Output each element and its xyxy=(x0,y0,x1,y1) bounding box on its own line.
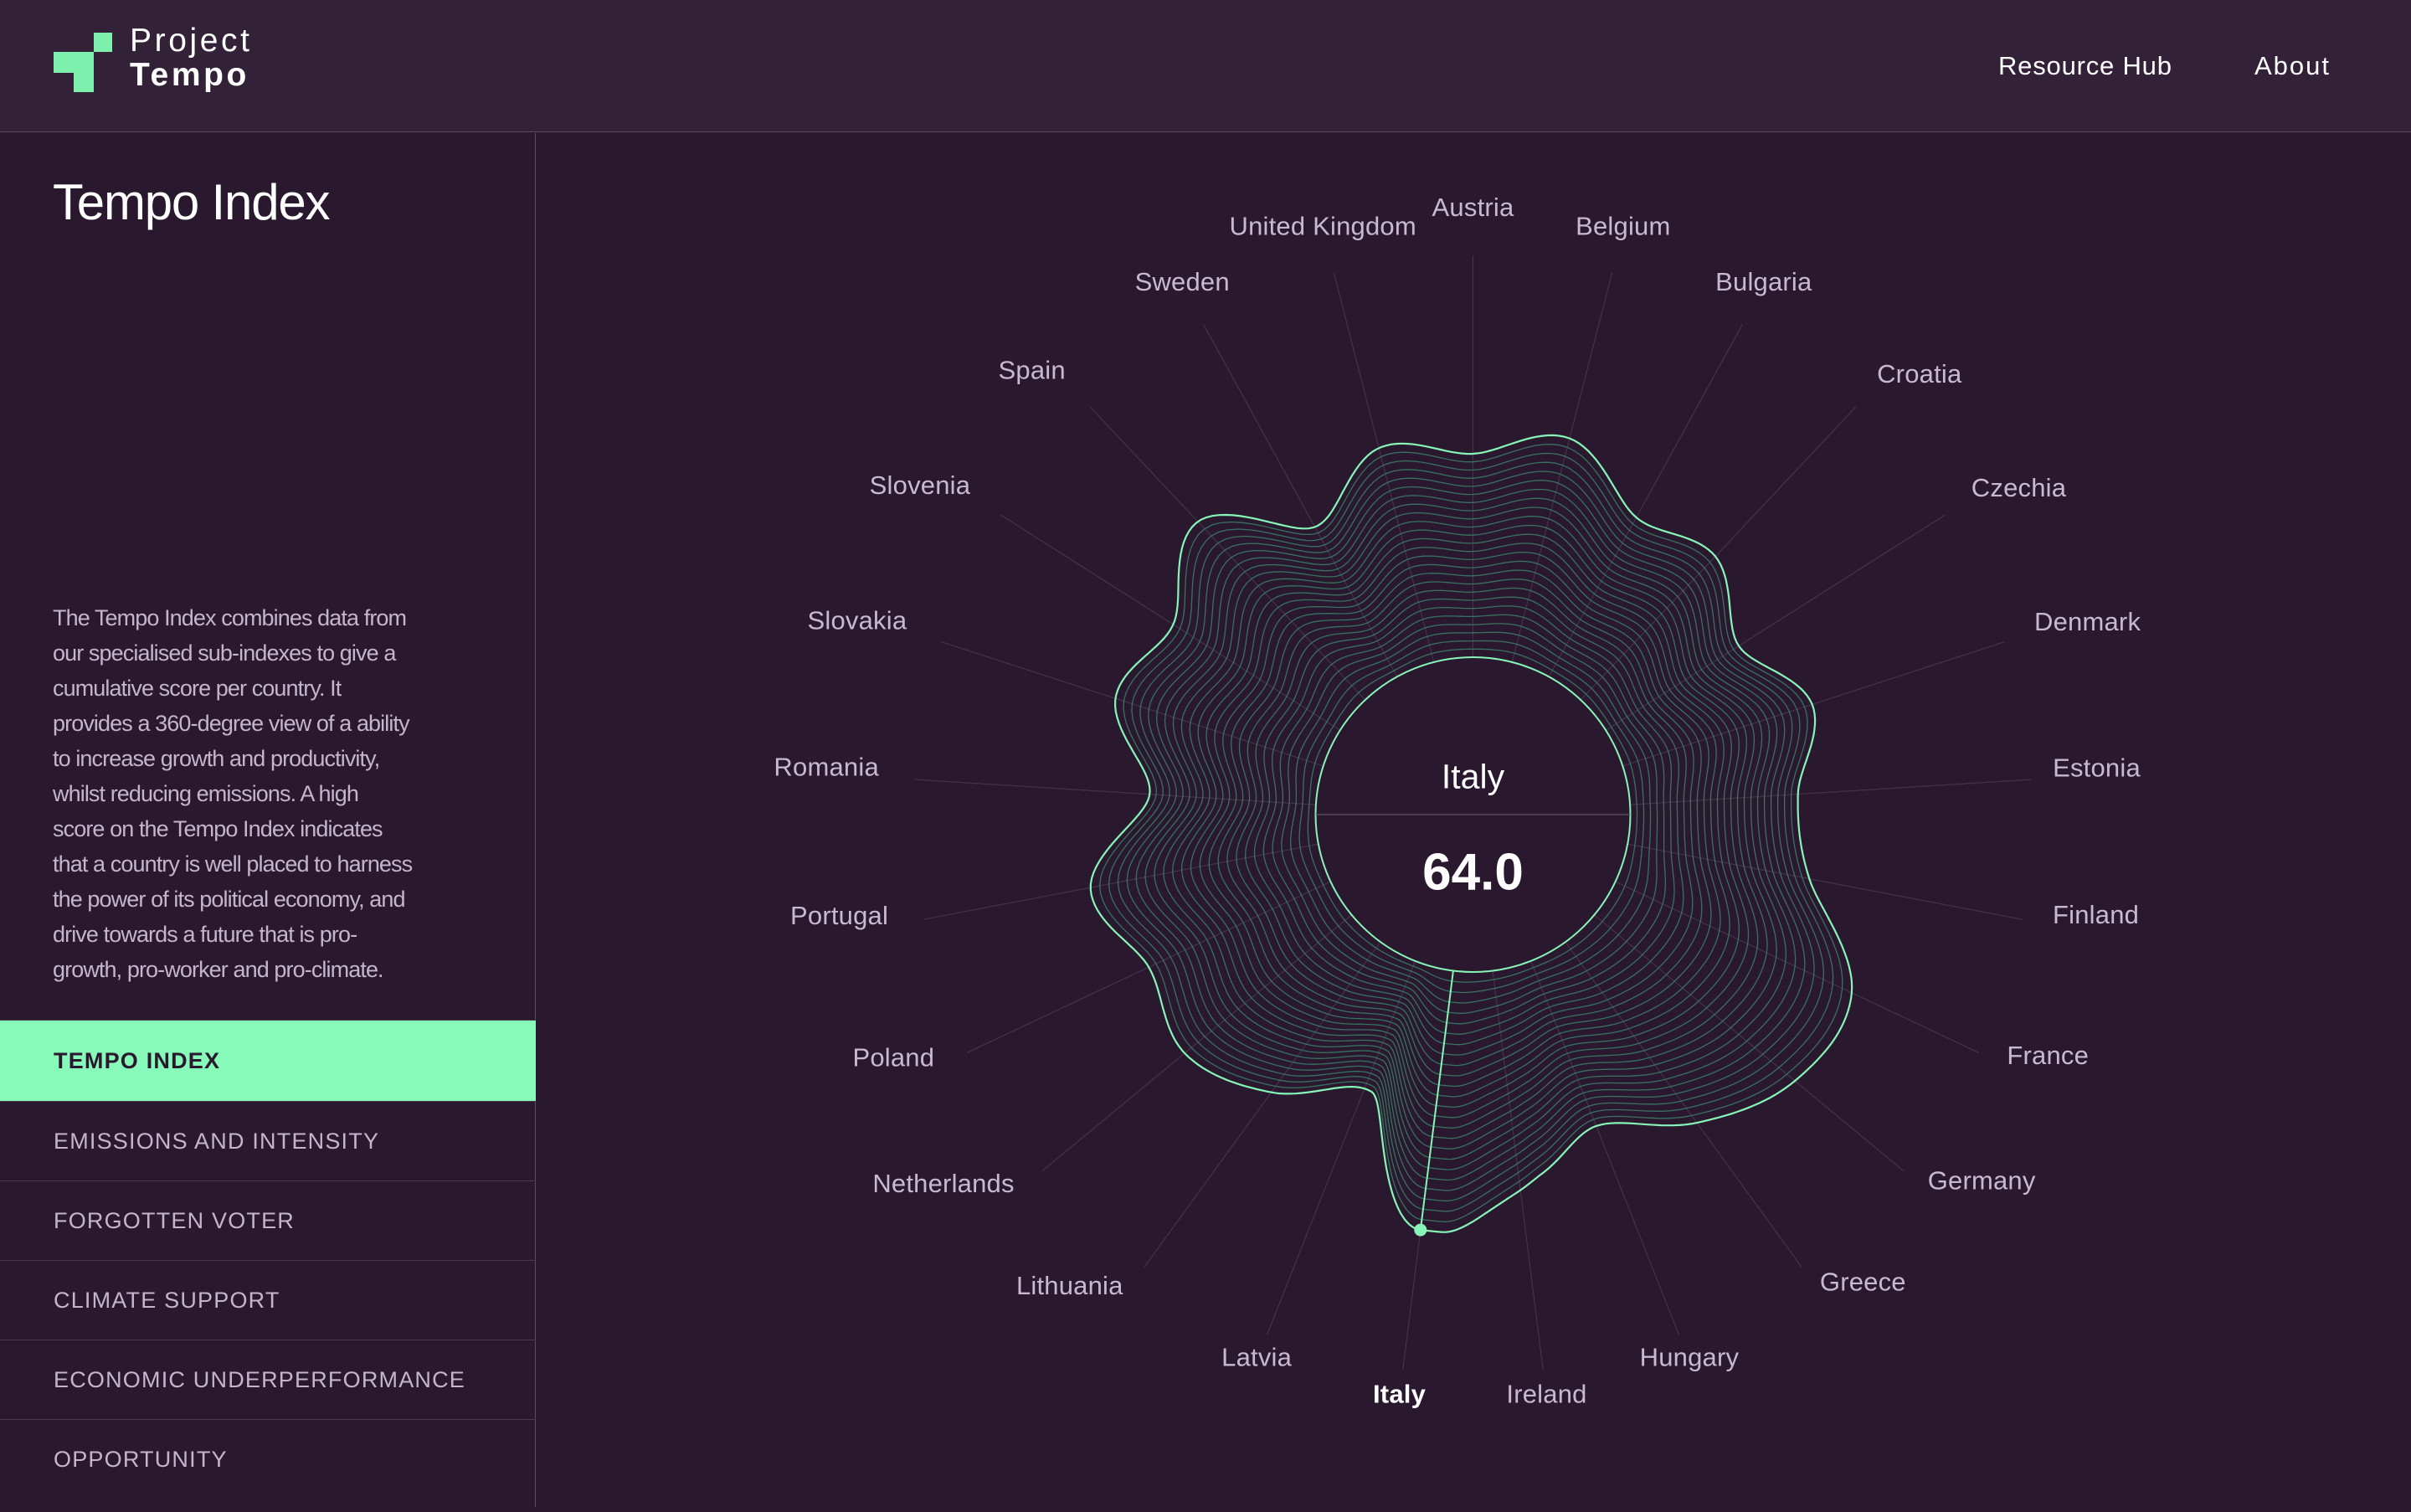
svg-text:Ireland: Ireland xyxy=(1506,1380,1586,1409)
svg-text:Netherlands: Netherlands xyxy=(872,1169,1014,1198)
svg-text:Denmark: Denmark xyxy=(2034,607,2141,636)
svg-text:Slovakia: Slovakia xyxy=(808,605,907,635)
svg-text:Portugal: Portugal xyxy=(790,901,888,930)
svg-text:Hungary: Hungary xyxy=(1640,1343,1740,1372)
svg-text:Greece: Greece xyxy=(1820,1267,1906,1296)
svg-text:Sweden: Sweden xyxy=(1135,267,1230,296)
svg-text:Italy: Italy xyxy=(1442,758,1505,796)
svg-text:Spain: Spain xyxy=(999,356,1066,385)
svg-text:Lithuania: Lithuania xyxy=(1016,1271,1123,1300)
svg-text:United Kingdom: United Kingdom xyxy=(1230,212,1416,241)
svg-text:Poland: Poland xyxy=(852,1043,934,1072)
svg-text:France: France xyxy=(2007,1041,2089,1070)
svg-text:Austria: Austria xyxy=(1432,193,1514,222)
svg-text:Belgium: Belgium xyxy=(1576,212,1670,241)
svg-text:Italy: Italy xyxy=(1373,1380,1427,1409)
svg-text:Estonia: Estonia xyxy=(2053,753,2141,782)
svg-text:Croatia: Croatia xyxy=(1877,359,1962,388)
svg-text:Finland: Finland xyxy=(2053,900,2139,929)
svg-text:Romania: Romania xyxy=(774,752,879,781)
svg-text:64.0: 64.0 xyxy=(1422,844,1524,902)
svg-text:Latvia: Latvia xyxy=(1221,1343,1292,1372)
svg-text:Slovenia: Slovenia xyxy=(870,471,971,500)
svg-text:Bulgaria: Bulgaria xyxy=(1715,267,1812,296)
svg-text:Czechia: Czechia xyxy=(1971,473,2067,502)
svg-text:Germany: Germany xyxy=(1928,1165,2036,1195)
